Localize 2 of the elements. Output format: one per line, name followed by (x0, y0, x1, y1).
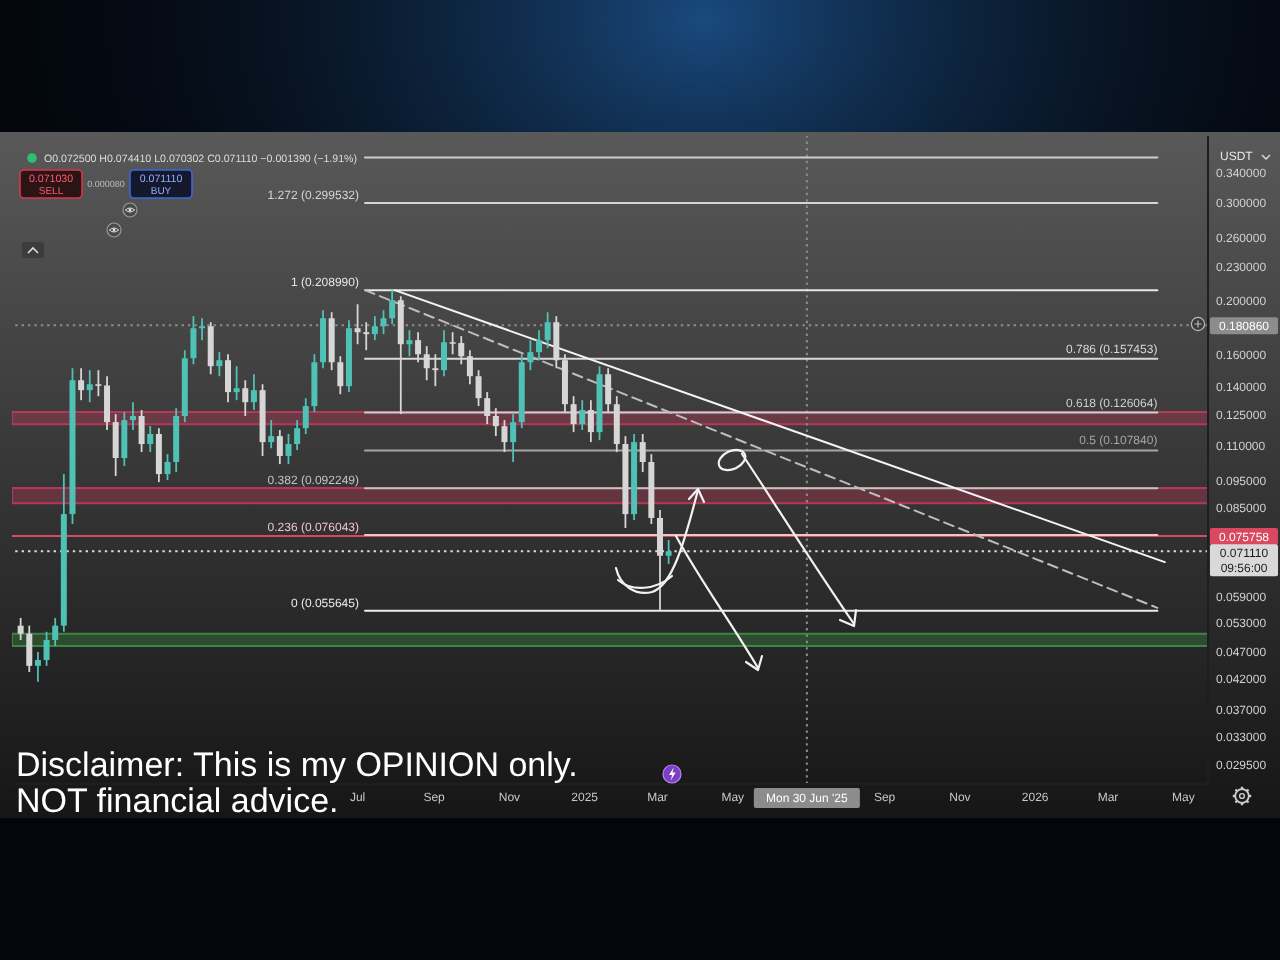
annotation: NOT financial advice. (16, 782, 339, 820)
annotation: Disclaimer: This is my OPINION only. (16, 746, 578, 784)
